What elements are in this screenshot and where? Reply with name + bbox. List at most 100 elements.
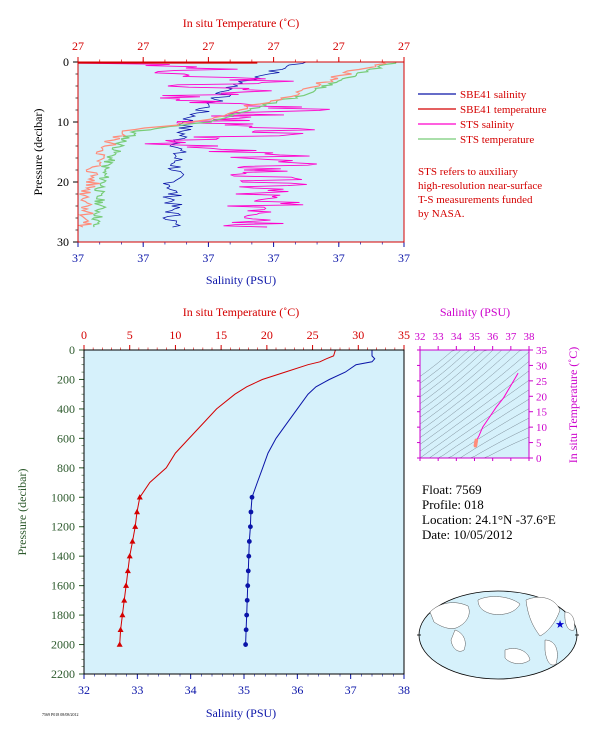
full-profile-pressure-tick-label: 200 bbox=[57, 372, 75, 386]
near-surface-salinity-tick-label: 37 bbox=[202, 251, 214, 265]
full-profile-salinity-tick-label: 38 bbox=[398, 683, 410, 697]
map-continent-australia bbox=[504, 648, 531, 664]
full-profile-salinity-tick-label: 37 bbox=[345, 683, 357, 697]
ts-temperature-tick-label: 0 bbox=[536, 453, 542, 465]
salinity-sample-marker bbox=[245, 568, 251, 574]
near-surface-pressure-axis-title: Pressure (decibar) bbox=[31, 109, 45, 196]
full-profile-salinity-tick-label: 33 bbox=[131, 683, 143, 697]
full-profile-salinity-tick-label: 32 bbox=[78, 683, 90, 697]
full-profile-pressure-tick-label: 1200 bbox=[51, 520, 75, 534]
full-profile-pressure-tick-label: 1800 bbox=[51, 608, 75, 622]
full-profile-pressure-tick-label: 600 bbox=[57, 431, 75, 445]
map-continent-africa-east bbox=[450, 629, 466, 652]
legend-label: STS temperature bbox=[460, 134, 534, 146]
near-surface-temperature-tick-label: 27 bbox=[268, 39, 280, 53]
near-surface-temperature-ticks: 27 27 27 27 27 27 bbox=[72, 39, 410, 62]
full-profile-pressure-axis-title: Pressure (decibar) bbox=[15, 469, 29, 556]
full-profile-pressure-tick-label: 2200 bbox=[51, 667, 75, 681]
full-profile-pressure-tick-label: 400 bbox=[57, 402, 75, 416]
ts-salinity-tick-label: 35 bbox=[469, 331, 481, 343]
ts-temperature-tick-label: 10 bbox=[536, 422, 548, 434]
near-surface-temperature-tick-label: 27 bbox=[72, 39, 84, 53]
salinity-sample-marker bbox=[243, 642, 249, 647]
ts-density-contour bbox=[419, 361, 530, 445]
ts-panel: Salinity (PSU) 32 33 34 35 36 37 38 0 5 10 15 20 25… bbox=[415, 305, 581, 465]
full-profile-pressure-tick-label: 1000 bbox=[51, 490, 75, 504]
ts-salinity-tick-label: 38 bbox=[524, 331, 536, 343]
near-surface-salinity-axis-title: Salinity (PSU) bbox=[206, 273, 276, 287]
near-surface-sts-temperature-line bbox=[90, 61, 397, 228]
full-profile-temperature-axis-title: In situ Temperature (˚C) bbox=[183, 305, 300, 319]
legend-note-line-2: high-resolution near-surface bbox=[418, 180, 542, 192]
temperature-sample-marker bbox=[117, 626, 124, 633]
near-surface-salinity-tick-label: 37 bbox=[398, 251, 410, 265]
full-profile-panel: In situ Temperature (˚C) 0 5 10 15 20 25 30 35 … bbox=[15, 305, 410, 720]
location: Location: 24.1°N -37.6°E bbox=[422, 512, 556, 527]
full-profile-frame bbox=[83, 349, 405, 675]
salinity-sample-marker bbox=[246, 539, 252, 544]
ts-salinity-tick-label: 34 bbox=[451, 331, 463, 343]
ts-series bbox=[473, 372, 519, 448]
ts-temperature-tick-label: 25 bbox=[536, 376, 548, 388]
full-profile-temperature-tick-label: 10 bbox=[169, 328, 181, 342]
legend-label: SBE41 salinity bbox=[460, 89, 527, 101]
near-surface-pressure-tick-label: 10 bbox=[57, 115, 69, 129]
near-surface-frame bbox=[77, 61, 405, 243]
near-surface-temperature-tick-label: 27 bbox=[137, 39, 149, 53]
full-profile-salinity-tick-label: 35 bbox=[238, 683, 250, 697]
full-profile-pressure-tick-label: 0 bbox=[69, 343, 75, 357]
ts-temperature-axis-title: In situ Temperature (˚C) bbox=[566, 347, 580, 464]
legend-label: SBE41 temperature bbox=[460, 104, 547, 116]
full-profile-temperature-tick-label: 25 bbox=[307, 328, 319, 342]
full-profile-pressure-tick-label: 2000 bbox=[51, 638, 75, 652]
map-continent-asia-west bbox=[429, 602, 470, 629]
salinity-sample-marker bbox=[249, 494, 255, 500]
legend-note-line-4: by NASA. bbox=[418, 208, 465, 220]
full-profile-plot-area bbox=[84, 350, 404, 674]
world-map: ★ bbox=[417, 590, 579, 680]
legend-label: STS salinity bbox=[460, 119, 515, 131]
ts-density-contour bbox=[420, 389, 530, 459]
near-surface-salinity-tick-label: 37 bbox=[72, 251, 84, 265]
near-surface-series bbox=[77, 61, 397, 228]
near-surface-pressure-tick-label: 30 bbox=[57, 235, 69, 249]
temperature-sample-marker bbox=[129, 538, 136, 544]
ts-salinity-ticks: 32 33 34 35 36 37 38 bbox=[415, 331, 536, 461]
ts-salinity-tick-label: 33 bbox=[433, 331, 445, 343]
float-info: Float: 7569 Profile: 018 Location: 24.1°… bbox=[422, 482, 556, 542]
ts-temperature-tick-label: 20 bbox=[536, 391, 548, 403]
temperature-sample-marker bbox=[124, 567, 131, 574]
salinity-sample-marker bbox=[244, 597, 250, 603]
salinity-sample-marker bbox=[246, 553, 252, 559]
legend: SBE41 salinity SBE41 temperature STS salin… bbox=[418, 89, 547, 220]
ts-deep-sample-marker bbox=[474, 438, 479, 443]
near-surface-temperature-tick-label: 27 bbox=[398, 39, 410, 53]
temperature-sample-marker bbox=[123, 582, 130, 588]
map-continent-africa-west bbox=[564, 611, 575, 631]
near-surface-salinity-tick-label: 37 bbox=[137, 251, 149, 265]
footer-text: 7569 P018 08/08/2012 bbox=[42, 712, 78, 717]
legend-note-line-3: T-S measurements funded bbox=[418, 194, 533, 206]
float-location-marker-icon: ★ bbox=[555, 619, 565, 631]
full-profile-temperature-tick-label: 35 bbox=[398, 328, 410, 342]
temperature-sample-marker bbox=[121, 597, 128, 603]
profile-number: Profile: 018 bbox=[422, 497, 484, 512]
ts-density-contour bbox=[419, 351, 530, 438]
full-profile-pressure-tick-label: 1400 bbox=[51, 549, 75, 563]
near-surface-pressure-ticks: 0 10 20 30 bbox=[57, 55, 78, 249]
float-id: Float: 7569 bbox=[422, 482, 482, 497]
ts-density-contour bbox=[419, 379, 530, 459]
near-surface-sts-temperature-warm-line bbox=[77, 61, 388, 228]
map-continent-north-america bbox=[525, 597, 561, 637]
ts-density-contour bbox=[419, 370, 530, 452]
full-profile-salinity-axis-title: Salinity (PSU) bbox=[206, 706, 276, 720]
ts-frame bbox=[419, 349, 530, 459]
full-profile-temperature-ticks: 0 5 10 15 20 25 30 35 bbox=[81, 328, 410, 350]
ts-salinity-axis-title: Salinity (PSU) bbox=[440, 305, 510, 319]
ts-salinity-tick-label: 37 bbox=[505, 331, 517, 343]
ts-temperature-ticks: 0 5 10 15 20 25 30 35 bbox=[417, 345, 548, 465]
legend-note-line-1: STS refers to auxiliary bbox=[418, 166, 518, 178]
full-profile-pressure-ticks: 0 200 400 600 800 1000 1200 1400 1600 1800 2000 220… bbox=[51, 343, 84, 681]
salinity-sample-marker bbox=[243, 627, 249, 633]
